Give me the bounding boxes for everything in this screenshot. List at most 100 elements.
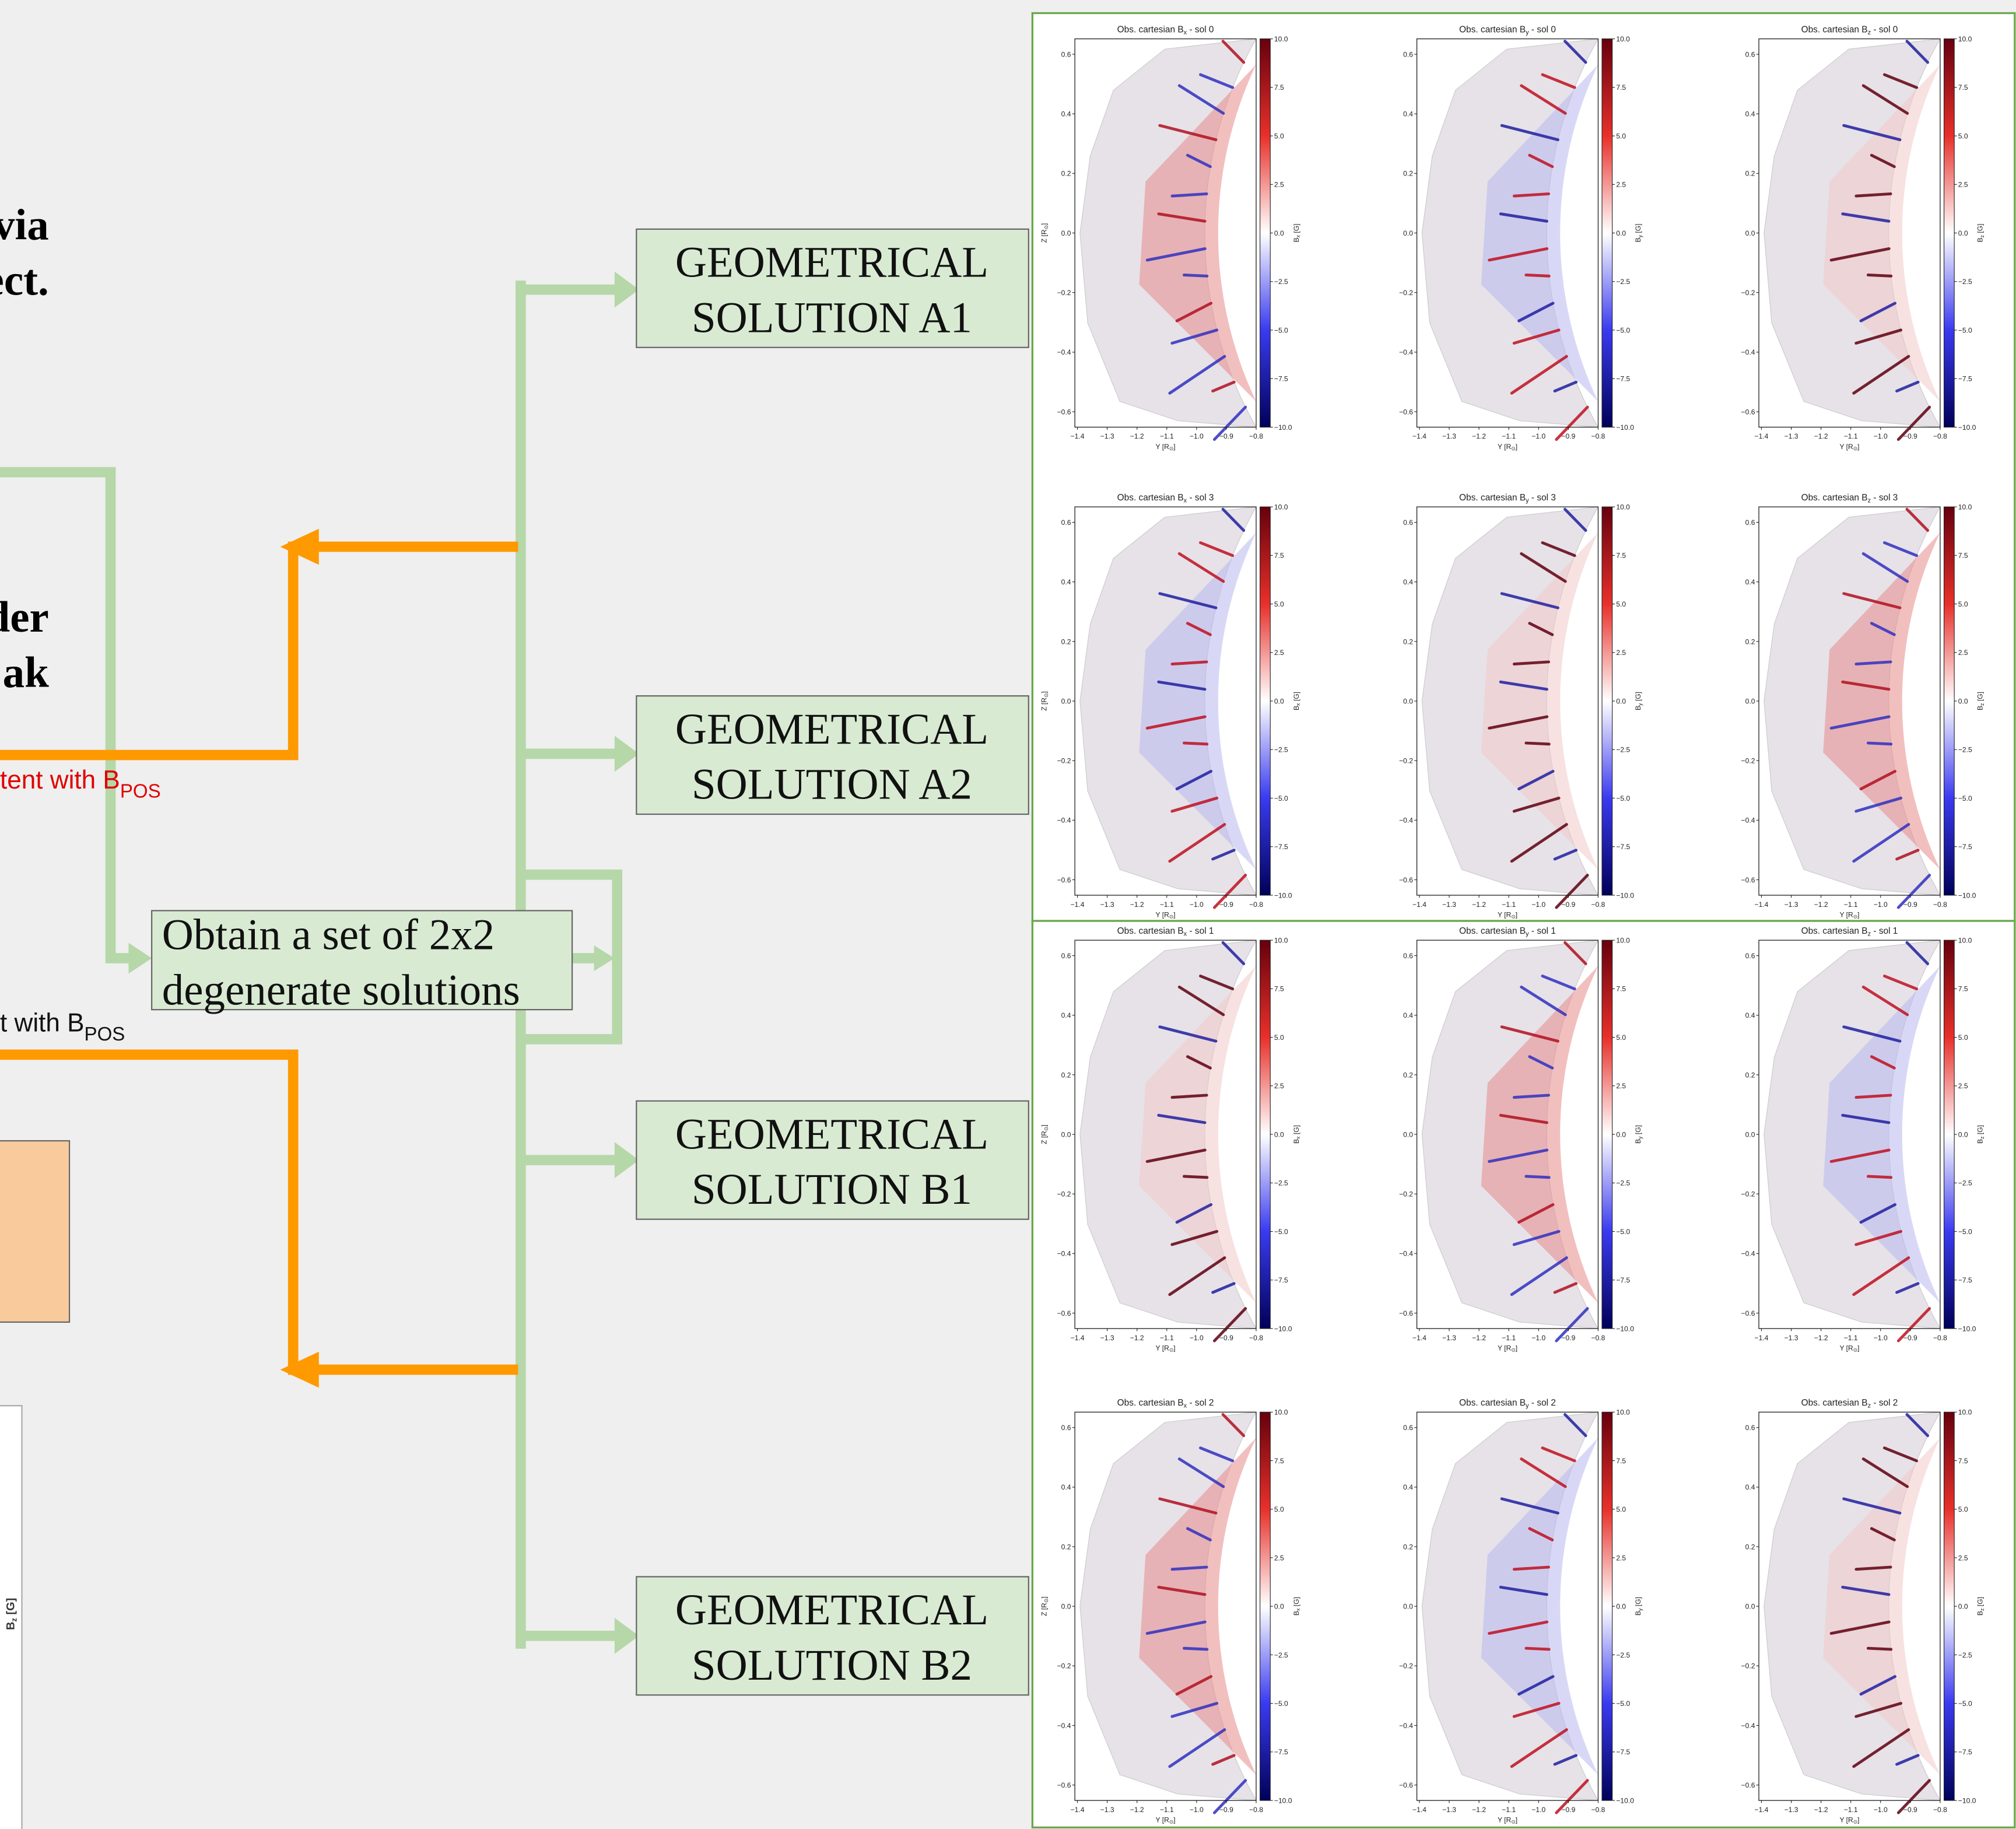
colorbar-tick-label: 5.0	[1958, 1033, 1968, 1042]
x-tick-label: −1.1	[1160, 901, 1174, 909]
x-tick-label: −1.0	[1531, 901, 1545, 909]
colorbar-tick-label: 7.5	[1958, 83, 1968, 92]
y-tick-label: 0.4	[1061, 1011, 1071, 1019]
colorbar-tick-label: −2.5	[1958, 1179, 1972, 1187]
x-tick-label: −1.2	[1472, 1334, 1486, 1342]
x-tick-label: −1.1	[1502, 432, 1516, 440]
box-text: SOLUTION A1	[692, 293, 972, 342]
y-tick-label: −0.4	[1399, 1722, 1413, 1730]
label-sub: z	[1979, 1137, 1985, 1139]
colorbar-tick-label: 5.0	[1958, 1505, 1968, 1513]
title-part: -	[1187, 926, 1195, 936]
y-tick-label: 0.4	[1061, 578, 1071, 586]
label-sub: ⊙	[1043, 693, 1049, 698]
label-part: Y [R	[1498, 1344, 1512, 1352]
label-part: B	[1976, 237, 1985, 242]
title-part: -	[1871, 926, 1879, 936]
colorbar-tick-label: 10.0	[1616, 937, 1630, 945]
colorbar-tick-label: 2.5	[1616, 1082, 1626, 1090]
streak	[1868, 1176, 1891, 1178]
x-tick-label: −1.0	[1531, 432, 1545, 440]
colorbar-tick-label: −5.0	[1616, 326, 1630, 334]
x-tick-label: −1.2	[1814, 901, 1828, 909]
x-tick-label: −1.0	[1190, 901, 1204, 909]
y-tick-label: −0.6	[1399, 1309, 1413, 1318]
label-sub: x	[1295, 234, 1301, 237]
label-part: B	[1292, 1139, 1300, 1144]
colorbar-tick-label: 2.5	[1958, 181, 1968, 189]
colorbar-tick-label: −2.5	[1274, 746, 1288, 754]
y-tick-label: 0.4	[1745, 1483, 1755, 1491]
colorbar-tick-label: 0.0	[1616, 229, 1626, 237]
colorbar-tick-label: −10.0	[1274, 1796, 1292, 1805]
colorbar-tick-label: 5.0	[1616, 1033, 1626, 1042]
label-part: Y [R	[1156, 1344, 1170, 1352]
axis-label: Bz [G]	[4, 1598, 18, 1630]
title-part: -	[1871, 493, 1879, 503]
y-tick-label: −0.6	[1741, 1309, 1755, 1318]
colorbar-label: Bx [G]	[1292, 692, 1301, 710]
x-tick-label: −0.8	[1933, 1334, 1947, 1342]
colorbar	[1260, 1412, 1271, 1800]
colorbar	[1602, 39, 1612, 428]
colorbar-tick-label: −10.0	[1958, 423, 1976, 432]
title-part: Obs. cartesian B	[1801, 493, 1868, 503]
x-tick-label: −1.0	[1531, 1334, 1545, 1342]
title-part: Obs. cartesian B	[1801, 25, 1868, 35]
plot-title: Obs. cartesian By - sol 3	[1459, 493, 1556, 504]
colorbar-tick-label: 5.0	[1274, 600, 1284, 608]
slide: via ect. der ak Bz [G] tent with BPOS t	[0, 0, 2016, 1829]
colorbar-tick-label: 0.0	[1616, 697, 1626, 705]
x-tick-label: −1.1	[1844, 901, 1858, 909]
plot-title: Obs. cartesian By - sol 2	[1459, 1398, 1556, 1409]
colorbar-tick-label: −10.0	[1616, 1325, 1634, 1333]
label-sub: ⊙	[1511, 914, 1515, 920]
colorbar	[1602, 940, 1612, 1329]
colorbar-tick-label: 0.0	[1274, 229, 1284, 237]
title-part: Obs. cartesian B	[1801, 1398, 1868, 1408]
x-tick-label: −1.3	[1784, 432, 1798, 440]
title-part: sol 3	[1195, 493, 1214, 503]
x-tick-label: −1.2	[1130, 1806, 1144, 1814]
colorbar	[1944, 507, 1955, 895]
colorbar-tick-label: 5.0	[1616, 600, 1626, 608]
x-tick-label: −0.9	[1903, 1334, 1917, 1342]
colorbar-tick-label: −5.0	[1616, 1700, 1630, 1708]
x-tick-label: −0.9	[1219, 1334, 1233, 1342]
x-tick-label: −1.0	[1190, 1334, 1204, 1342]
label-part: [G]	[1292, 692, 1300, 703]
label-part: Y [R	[1498, 443, 1512, 451]
x-tick-label: −1.2	[1814, 1334, 1828, 1342]
title-part: -	[1187, 493, 1195, 503]
colorbar	[1944, 39, 1955, 428]
plot-title: Obs. cartesian Bx - sol 3	[1117, 493, 1214, 504]
y-tick-label: −0.2	[1741, 1190, 1755, 1199]
colorbar-tick-label: 5.0	[1958, 132, 1968, 140]
y-tick-label: 0.6	[1061, 952, 1071, 960]
colorbar-tick-label: −2.5	[1616, 1651, 1630, 1659]
y-tick-label: −0.4	[1057, 1250, 1071, 1258]
colorbar-tick-label: −7.5	[1958, 375, 1972, 383]
label-part: B	[1634, 1139, 1642, 1144]
box-text: SOLUTION B1	[692, 1165, 972, 1214]
x-tick-label: −1.0	[1190, 1806, 1204, 1814]
x-tick-label: −1.3	[1784, 1806, 1798, 1814]
x-tick-label: −1.4	[1412, 1806, 1426, 1814]
x-tick-label: −1.1	[1160, 1806, 1174, 1814]
label-part: ]	[1173, 1816, 1175, 1824]
colorbar-tick-label: 7.5	[1958, 552, 1968, 560]
label-part: B	[1976, 1139, 1985, 1144]
y-tick-label: −0.2	[1399, 757, 1413, 765]
label-part: [G]	[1976, 1597, 1985, 1609]
x-tick-label: −1.4	[1412, 901, 1426, 909]
label-part: [G]	[4, 1598, 17, 1618]
x-tick-label: −1.3	[1100, 432, 1114, 440]
label-part: [G]	[1292, 1597, 1300, 1609]
colorbar-tick-label: −10.0	[1958, 1325, 1976, 1333]
y-tick-label: 0.6	[1745, 952, 1755, 960]
label-part: B	[1976, 706, 1985, 710]
colorbar-tick-label: 2.5	[1958, 1082, 1968, 1090]
colorbar-tick-label: −10.0	[1958, 891, 1976, 899]
colorbar-tick-label: 2.5	[1616, 649, 1626, 657]
title-part: sol 0	[1195, 25, 1214, 35]
